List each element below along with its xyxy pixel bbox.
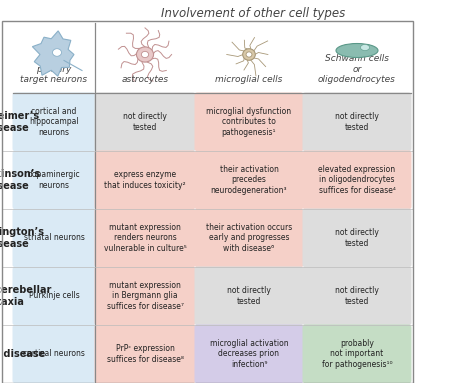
FancyBboxPatch shape xyxy=(302,93,411,152)
FancyBboxPatch shape xyxy=(12,151,95,210)
Text: not directly
tested: not directly tested xyxy=(227,286,271,306)
Ellipse shape xyxy=(53,49,62,56)
FancyBboxPatch shape xyxy=(94,208,195,267)
Text: not directly
tested: not directly tested xyxy=(123,112,167,132)
FancyBboxPatch shape xyxy=(12,324,95,383)
Text: microglial activation
decreases prion
infection⁹: microglial activation decreases prion in… xyxy=(210,339,288,369)
Ellipse shape xyxy=(336,44,378,57)
Text: not directly
tested: not directly tested xyxy=(335,112,379,132)
FancyBboxPatch shape xyxy=(12,208,95,267)
Text: cortical neurons: cortical neurons xyxy=(23,350,85,358)
FancyBboxPatch shape xyxy=(194,151,303,210)
Ellipse shape xyxy=(243,49,255,60)
Text: not directly
tested: not directly tested xyxy=(335,228,379,248)
Text: Huntington’s
disease: Huntington’s disease xyxy=(0,227,44,249)
FancyBboxPatch shape xyxy=(302,208,411,267)
FancyBboxPatch shape xyxy=(194,324,303,383)
Text: probably
not important
for pathogenesis¹⁰: probably not important for pathogenesis¹… xyxy=(322,339,392,369)
Text: primary
target neurons: primary target neurons xyxy=(20,65,88,84)
Text: Prion disease: Prion disease xyxy=(0,349,45,359)
Text: Schwann cells
or
oligodendrocytes: Schwann cells or oligodendrocytes xyxy=(318,54,396,84)
FancyBboxPatch shape xyxy=(12,93,95,152)
Text: elevated expression
in oligodendrocytes
suffices for disease⁴: elevated expression in oligodendrocytes … xyxy=(319,165,396,195)
Text: dopaminergic
neurons: dopaminergic neurons xyxy=(27,170,80,190)
FancyBboxPatch shape xyxy=(194,93,303,152)
Text: their activation
precedes
neurodegeneration³: their activation precedes neurodegenerat… xyxy=(210,165,287,195)
Text: express enzyme
that induces toxicity²: express enzyme that induces toxicity² xyxy=(104,170,186,190)
Text: cortical and
hippocampal
neurons: cortical and hippocampal neurons xyxy=(29,107,79,137)
FancyBboxPatch shape xyxy=(302,151,411,210)
Bar xyxy=(2,21,413,383)
FancyBboxPatch shape xyxy=(302,267,411,326)
Ellipse shape xyxy=(246,52,252,57)
FancyBboxPatch shape xyxy=(302,324,411,383)
Text: PrPᶜ expression
suffices for disease⁸: PrPᶜ expression suffices for disease⁸ xyxy=(107,344,183,364)
Text: their activation occurs
early and progresses
with disease⁶: their activation occurs early and progre… xyxy=(206,223,292,253)
Ellipse shape xyxy=(361,44,370,51)
Polygon shape xyxy=(32,31,74,76)
FancyBboxPatch shape xyxy=(194,267,303,326)
Text: Purkinje cells: Purkinje cells xyxy=(28,291,79,301)
Text: not directly
tested: not directly tested xyxy=(335,286,379,306)
Text: mutant expression
renders neurons
vulnerable in culture⁵: mutant expression renders neurons vulner… xyxy=(103,223,186,253)
Text: Alzheimer’s
disease: Alzheimer’s disease xyxy=(0,111,41,133)
FancyBboxPatch shape xyxy=(94,93,195,152)
Text: Spinocerebellar
ataxia: Spinocerebellar ataxia xyxy=(0,285,52,307)
Text: Involvement of other cell types: Involvement of other cell types xyxy=(161,7,345,20)
Ellipse shape xyxy=(137,47,154,62)
Text: microglial cells: microglial cells xyxy=(215,75,283,84)
Text: Parkinson’s
disease: Parkinson’s disease xyxy=(0,169,40,191)
Text: astrocytes: astrocytes xyxy=(121,75,169,84)
Text: microglial dysfunction
contributes to
pathogenesis¹: microglial dysfunction contributes to pa… xyxy=(207,107,292,137)
Text: striatal neurons: striatal neurons xyxy=(24,234,84,242)
FancyBboxPatch shape xyxy=(12,267,95,326)
Ellipse shape xyxy=(141,51,149,57)
FancyBboxPatch shape xyxy=(94,267,195,326)
FancyBboxPatch shape xyxy=(194,208,303,267)
FancyBboxPatch shape xyxy=(94,324,195,383)
Text: mutant expression
in Bergmann glia
suffices for disease⁷: mutant expression in Bergmann glia suffi… xyxy=(107,281,183,311)
FancyBboxPatch shape xyxy=(94,151,195,210)
